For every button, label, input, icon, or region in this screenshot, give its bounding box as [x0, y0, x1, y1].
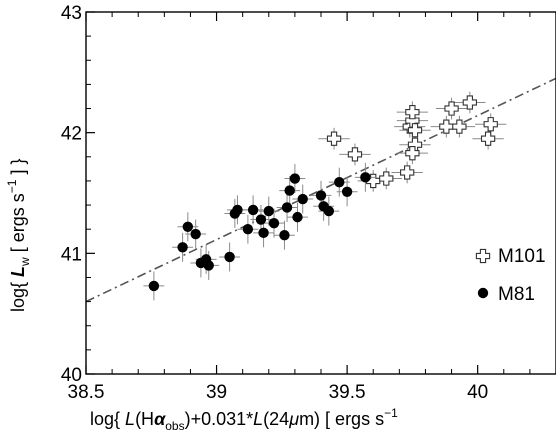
data-point-m101 [400, 165, 415, 180]
data-point-m101 [483, 117, 498, 132]
data-point-m81 [224, 251, 235, 263]
data-point-m101 [379, 171, 394, 186]
x-tick-label: 39.5 [329, 382, 366, 403]
data-point-m81 [341, 186, 353, 197]
data-point-m81 [292, 211, 303, 223]
data-point-m81 [263, 205, 274, 217]
data-point-m101 [347, 147, 363, 162]
data-point-m81 [297, 193, 308, 205]
data-point-m81 [360, 172, 371, 183]
data-point-m81 [247, 204, 259, 216]
data-point-m81 [255, 214, 267, 225]
legend-label-m101: M101 [498, 246, 546, 267]
ticks-layer: 38.5 39 39.5 40 40 41 42 43 [61, 3, 531, 403]
data-point-m101 [326, 131, 342, 146]
series-m101 [318, 91, 507, 192]
data-point-m81 [334, 176, 345, 188]
data-point-m101 [444, 101, 459, 116]
data-point-m81 [190, 228, 201, 240]
data-point-m81 [177, 242, 188, 253]
x-tick-label: 40 [467, 382, 488, 403]
data-point-m101 [462, 95, 477, 110]
data-point-m101 [407, 123, 423, 138]
y-tick-label: 40 [61, 365, 82, 386]
data-point-m81 [232, 204, 243, 216]
legend-marker-m81 [477, 287, 489, 299]
data-point-m81 [284, 185, 295, 196]
legend-label-m81: M81 [498, 284, 535, 305]
x-tick-label: 38.5 [68, 382, 105, 403]
data-point-m101 [439, 119, 454, 134]
points-layer [143, 91, 507, 301]
y-axis-label: log{ Lw [ ergs s−1 ] } [5, 159, 32, 312]
data-point-m81 [203, 260, 214, 271]
x-tick-label: 39 [206, 382, 227, 403]
series-m81 [143, 162, 376, 301]
data-point-m81 [323, 205, 335, 217]
legend: M101 M81 [475, 246, 546, 305]
legend-marker-m101 [475, 248, 491, 264]
data-point-m101 [405, 146, 420, 161]
data-point-m101 [480, 131, 496, 146]
data-point-m81 [279, 230, 290, 241]
y-tick-label: 41 [61, 244, 82, 265]
legend-marker-symbol-m101 [475, 248, 491, 264]
data-point-m81 [281, 202, 293, 213]
data-point-m81 [148, 280, 160, 292]
data-point-m101 [405, 105, 420, 120]
y-tick-label: 43 [61, 3, 82, 24]
y-tick-label: 42 [61, 124, 82, 145]
data-point-m81 [289, 173, 301, 184]
data-point-m101 [452, 119, 467, 134]
legend-marker-symbol-m81 [477, 287, 489, 299]
data-point-m81 [242, 224, 254, 235]
x-axis-label: log{ L(Hαobs)+0.031*L(24μm) [ ergs s−1 [90, 406, 398, 433]
data-point-m81 [315, 190, 327, 201]
data-point-m81 [182, 221, 194, 232]
data-point-m81 [258, 227, 269, 239]
data-point-m81 [268, 217, 280, 229]
